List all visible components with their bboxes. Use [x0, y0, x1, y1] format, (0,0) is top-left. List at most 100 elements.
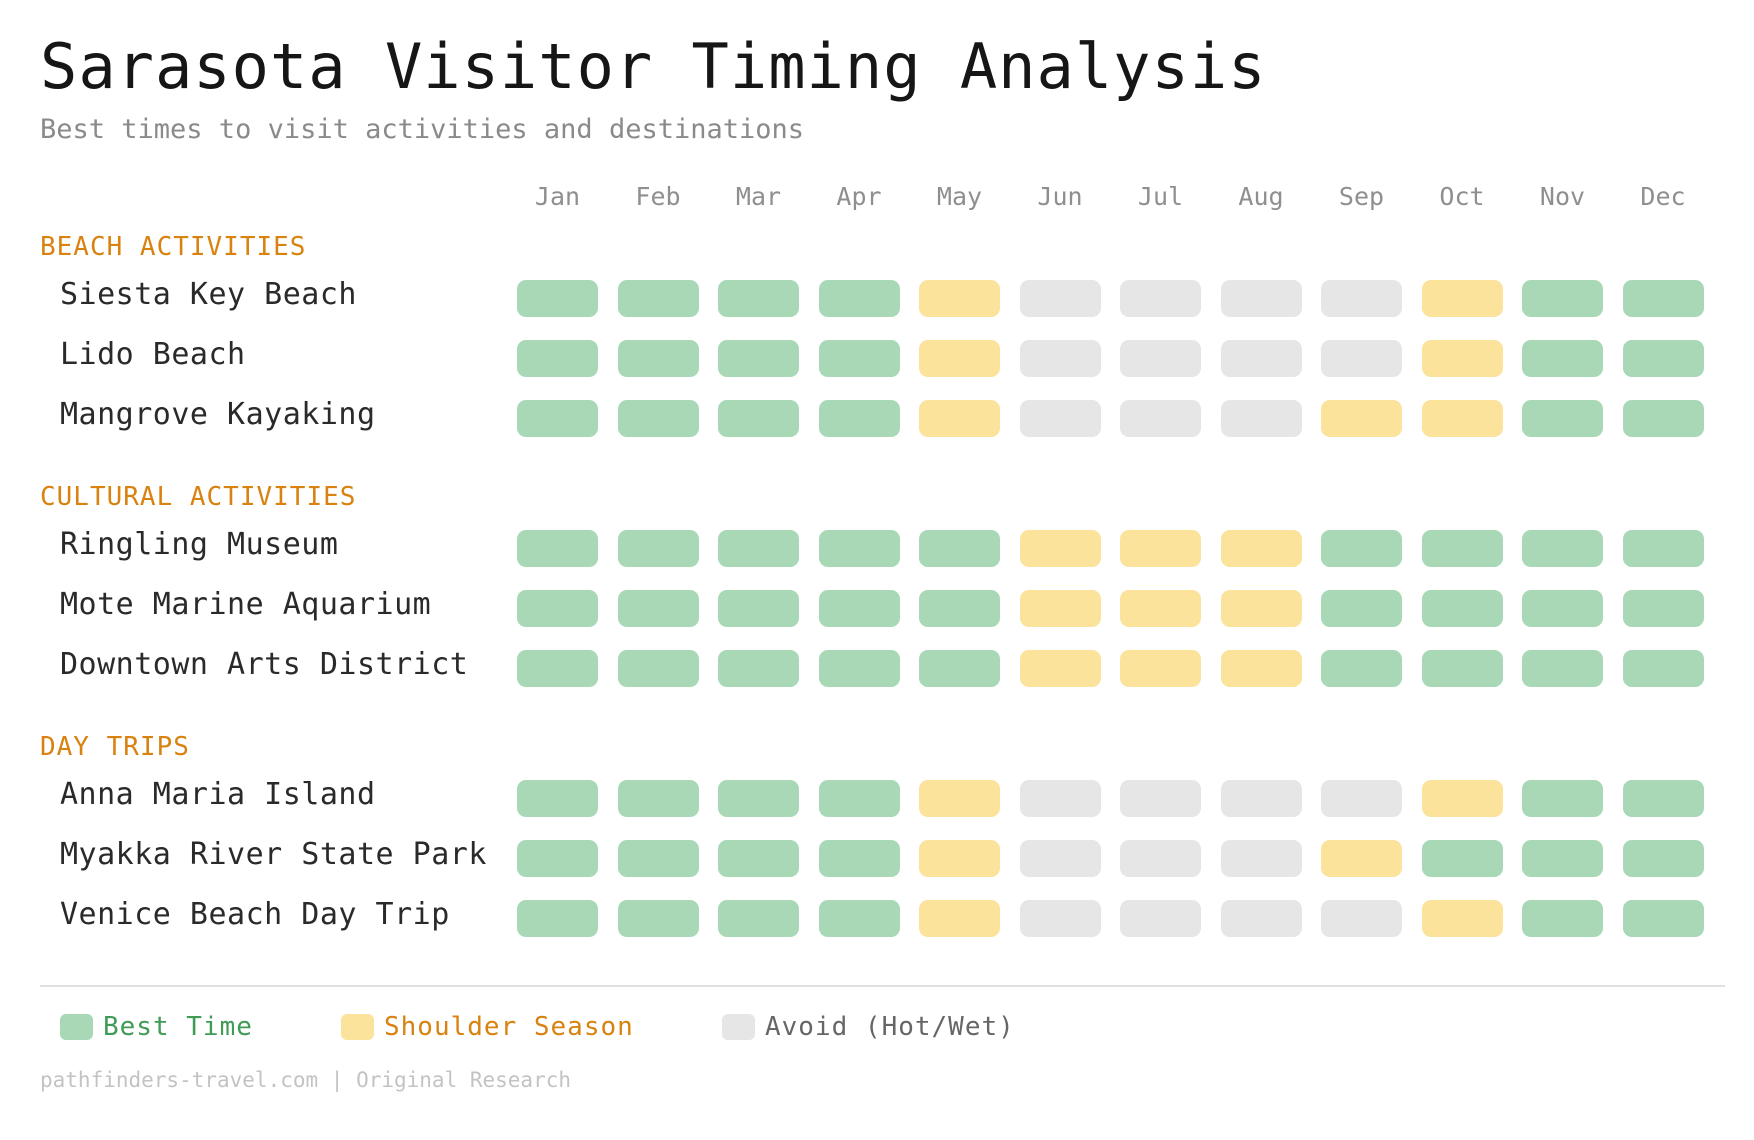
- legend: Best Time Shoulder Season Avoid (Hot/Wet): [0, 1012, 1754, 1052]
- cell-avoid-jun: [1019, 840, 1101, 877]
- cell-best-mar: [718, 400, 799, 437]
- cell-best-dec: [1622, 400, 1704, 437]
- cell-avoid-aug: [1220, 280, 1302, 317]
- month-label-mar: Mar: [735, 182, 782, 211]
- cell-avoid-jul: [1120, 280, 1201, 317]
- cell-best-mar: [718, 650, 799, 687]
- cell-avoid-jun: [1019, 280, 1101, 317]
- cell-avoid-sep: [1321, 280, 1402, 317]
- cell-shoulder-oct: [1421, 280, 1503, 317]
- cell-avoid-sep: [1321, 340, 1402, 377]
- cell-shoulder-aug: [1220, 590, 1302, 627]
- legend-item-best: Best Time: [60, 1012, 253, 1042]
- cell-best-jan: [517, 590, 598, 627]
- cell-best-nov: [1522, 280, 1603, 317]
- cell-best-feb: [617, 900, 699, 937]
- cell-best-mar: [718, 840, 799, 877]
- row-label: Siesta Key Beach: [60, 277, 357, 312]
- cell-best-sep: [1321, 530, 1402, 567]
- cell-shoulder-may: [919, 900, 1000, 937]
- page-subtitle: Best times to visit activities and desti…: [40, 114, 805, 145]
- cell-best-oct: [1421, 590, 1503, 627]
- footer-source: pathfinders-travel.com | Original Resear…: [40, 1068, 572, 1092]
- cell-best-feb: [617, 340, 699, 377]
- cell-best-feb: [617, 280, 699, 317]
- page-title: Sarasota Visitor Timing Analysis: [40, 30, 1267, 103]
- cell-best-mar: [718, 590, 799, 627]
- month-label-dec: Dec: [1640, 182, 1686, 211]
- cell-shoulder-may: [919, 400, 1000, 437]
- cell-best-feb: [617, 400, 699, 437]
- cell-best-mar: [718, 280, 799, 317]
- cell-best-nov: [1522, 840, 1603, 877]
- cell-best-jan: [517, 780, 598, 817]
- cell-shoulder-aug: [1220, 650, 1302, 687]
- cell-shoulder-aug: [1220, 530, 1302, 567]
- cell-best-mar: [718, 780, 799, 817]
- cell-best-jan: [517, 840, 598, 877]
- section-title: BEACH ACTIVITIES: [40, 232, 307, 262]
- cell-best-feb: [617, 840, 699, 877]
- cell-best-apr: [818, 400, 900, 437]
- cell-best-mar: [718, 340, 799, 377]
- cell-best-dec: [1622, 340, 1704, 377]
- cell-shoulder-oct: [1421, 900, 1503, 937]
- cell-avoid-aug: [1220, 900, 1302, 937]
- row-label: Lido Beach: [60, 337, 246, 372]
- cell-avoid-jun: [1019, 780, 1101, 817]
- cell-shoulder-sep: [1321, 840, 1402, 877]
- month-label-oct: Oct: [1439, 182, 1485, 211]
- row-label: Mangrove Kayaking: [60, 397, 376, 432]
- month-label-may: May: [936, 182, 983, 211]
- cell-best-dec: [1622, 590, 1704, 627]
- legend-item-shoulder: Shoulder Season: [341, 1012, 634, 1042]
- legend-swatch-shoulder: [341, 1014, 374, 1040]
- cell-best-mar: [718, 900, 799, 937]
- cell-best-apr: [818, 280, 900, 317]
- cell-best-dec: [1622, 900, 1704, 937]
- cell-shoulder-jul: [1120, 590, 1201, 627]
- row-label: Anna Maria Island: [60, 777, 376, 812]
- section-title: CULTURAL ACTIVITIES: [40, 482, 357, 512]
- cell-best-may: [919, 650, 1000, 687]
- cell-shoulder-may: [919, 280, 1000, 317]
- cell-best-apr: [818, 840, 900, 877]
- cell-shoulder-may: [919, 780, 1000, 817]
- month-label-feb: Feb: [635, 182, 681, 211]
- cell-shoulder-oct: [1421, 780, 1503, 817]
- cell-avoid-sep: [1321, 780, 1402, 817]
- divider: [40, 985, 1725, 987]
- legend-item-avoid: Avoid (Hot/Wet): [722, 1012, 1015, 1042]
- cell-best-apr: [818, 900, 900, 937]
- cell-best-nov: [1522, 400, 1603, 437]
- cell-best-sep: [1321, 650, 1402, 687]
- cell-best-apr: [818, 780, 900, 817]
- cell-best-oct: [1421, 840, 1503, 877]
- month-label-aug: Aug: [1238, 182, 1284, 211]
- cell-best-dec: [1622, 280, 1704, 317]
- cell-best-jan: [517, 530, 598, 567]
- cell-best-feb: [617, 590, 699, 627]
- month-label-jan: Jan: [534, 182, 581, 211]
- cell-avoid-jun: [1019, 900, 1101, 937]
- cell-best-dec: [1622, 650, 1704, 687]
- cell-best-oct: [1421, 650, 1503, 687]
- cell-avoid-aug: [1220, 400, 1302, 437]
- legend-swatch-best: [60, 1014, 93, 1040]
- cell-best-dec: [1622, 530, 1704, 567]
- cell-best-nov: [1522, 900, 1603, 937]
- month-label-jun: Jun: [1037, 182, 1083, 211]
- cell-avoid-jul: [1120, 900, 1201, 937]
- month-header-row: Jan Feb Mar Apr May Jun Jul Aug Sep Oct Nov Dec: [0, 182, 1754, 222]
- cell-avoid-jul: [1120, 400, 1201, 437]
- cell-best-apr: [818, 340, 900, 377]
- legend-label-best: Best Time: [103, 1012, 253, 1042]
- cell-best-apr: [818, 530, 900, 567]
- cell-best-nov: [1522, 780, 1603, 817]
- cell-best-oct: [1421, 530, 1503, 567]
- legend-label-avoid: Avoid (Hot/Wet): [765, 1012, 1015, 1042]
- cell-shoulder-oct: [1421, 340, 1503, 377]
- cell-best-may: [919, 590, 1000, 627]
- cell-avoid-aug: [1220, 340, 1302, 377]
- cell-best-nov: [1522, 530, 1603, 567]
